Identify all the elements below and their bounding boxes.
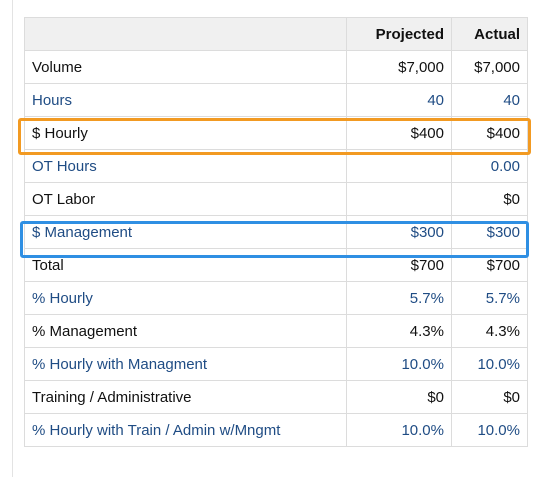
row-label: $ Hourly (24, 116, 347, 150)
actual-value: $0 (451, 380, 528, 414)
actual-value: $300 (451, 215, 528, 249)
row-label[interactable]: % Hourly with Train / Admin w/Mngmt (24, 413, 347, 447)
table-header-row: Projected Actual (24, 17, 528, 51)
actual-value: 10.0% (451, 347, 528, 381)
projected-value: 10.0% (346, 347, 452, 381)
table-row-management-cost[interactable]: $ Management $300 $300 (24, 215, 528, 249)
table-row-hours[interactable]: Hours 40 40 (24, 83, 528, 117)
actual-value: $400 (451, 116, 528, 150)
table-row-hourly-cost: $ Hourly $400 $400 (24, 116, 528, 150)
projected-value: $700 (346, 248, 452, 282)
row-label[interactable]: OT Hours (24, 149, 347, 183)
projected-value: 10.0% (346, 413, 452, 447)
actual-value: 4.3% (451, 314, 528, 348)
actual-value: $7,000 (451, 50, 528, 84)
projected-value: $400 (346, 116, 452, 150)
row-label: % Management (24, 314, 347, 348)
panel-left-edge (12, 0, 13, 477)
projected-value: 40 (346, 83, 452, 117)
row-label[interactable]: $ Management (24, 215, 347, 249)
table-row-percent-hourly-with-train-admin[interactable]: % Hourly with Train / Admin w/Mngmt 10.0… (24, 413, 528, 447)
projected-value: 5.7% (346, 281, 452, 315)
table-row-percent-hourly[interactable]: % Hourly 5.7% 5.7% (24, 281, 528, 315)
actual-value: 40 (451, 83, 528, 117)
row-label[interactable]: Hours (24, 83, 347, 117)
projected-value: 4.3% (346, 314, 452, 348)
row-label: Training / Administrative (24, 380, 347, 414)
table-row-ot-hours[interactable]: OT Hours 0.00 (24, 149, 528, 183)
table-row-total: Total $700 $700 (24, 248, 528, 282)
projected-value: $7,000 (346, 50, 452, 84)
table-row-ot-labor: OT Labor $0 (24, 182, 528, 216)
row-label: Total (24, 248, 347, 282)
row-label[interactable]: % Hourly (24, 281, 347, 315)
projected-value (346, 149, 452, 183)
projected-value: $0 (346, 380, 452, 414)
actual-value: 10.0% (451, 413, 528, 447)
row-label[interactable]: % Hourly with Managment (24, 347, 347, 381)
actual-value: 0.00 (451, 149, 528, 183)
projected-value: $300 (346, 215, 452, 249)
table-row-percent-hourly-with-management[interactable]: % Hourly with Managment 10.0% 10.0% (24, 347, 528, 381)
row-label: OT Labor (24, 182, 347, 216)
labor-summary-table: Projected Actual Volume $7,000 $7,000 Ho… (24, 17, 528, 447)
projected-value (346, 182, 452, 216)
table-row-training-administrative: Training / Administrative $0 $0 (24, 380, 528, 414)
column-header-label (24, 17, 347, 51)
column-header-projected: Projected (346, 17, 452, 51)
row-label: Volume (24, 50, 347, 84)
actual-value: $700 (451, 248, 528, 282)
actual-value: 5.7% (451, 281, 528, 315)
table-row-percent-management: % Management 4.3% 4.3% (24, 314, 528, 348)
table-row-volume: Volume $7,000 $7,000 (24, 50, 528, 84)
column-header-actual: Actual (451, 17, 528, 51)
actual-value: $0 (451, 182, 528, 216)
